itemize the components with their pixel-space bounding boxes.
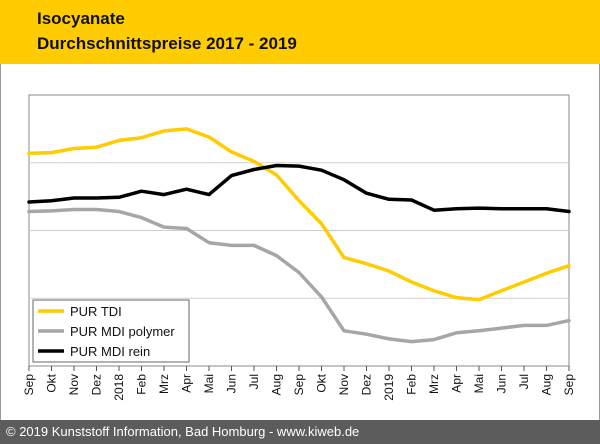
x-tick-label: Dez xyxy=(90,374,104,395)
x-tick-label: Mrz xyxy=(427,374,441,394)
x-tick-label: Mai xyxy=(472,374,486,393)
x-tick-label: Okt xyxy=(45,373,59,392)
series-line-pur-mdi-rein xyxy=(27,163,571,214)
chart-title: Isocyanate xyxy=(37,9,125,28)
x-tick-label: Apr xyxy=(180,374,194,393)
x-tick-label: Mrz xyxy=(157,374,171,394)
x-tick-label: Aug xyxy=(270,374,284,395)
chart-area: Sep Okt Nov Dez 2018 Feb Mrz Apr Mai Jun Jul Aug Sep… xyxy=(0,64,600,418)
copyright-text: © 2019 Kunststoff Information, Bad Hombu… xyxy=(6,424,360,439)
x-tick-label: Jun xyxy=(225,374,239,393)
x-tick-label: Dez xyxy=(360,374,374,395)
legend-label: PUR MDI rein xyxy=(70,344,150,359)
line-chart: Sep Okt Nov Dez 2018 Feb Mrz Apr Mai Jun Jul Aug Sep… xyxy=(22,94,576,401)
x-tick-label: Aug xyxy=(540,374,554,395)
x-tick-label: 2018 xyxy=(112,374,126,401)
x-tick-label: Apr xyxy=(450,374,464,393)
x-tick-label: Sep xyxy=(562,374,576,396)
x-tick-label: Jun xyxy=(495,374,509,393)
chart-subtitle: Durchschnittspreise 2017 - 2019 xyxy=(37,34,297,53)
series-line-pur-mdi-polymer xyxy=(27,207,571,344)
series-line-pur-tdi xyxy=(27,127,571,302)
footer-bar: © 2019 Kunststoff Information, Bad Hombu… xyxy=(0,420,600,444)
x-tick-label: Nov xyxy=(67,374,81,395)
x-tick-label: 2019 xyxy=(382,374,396,401)
x-tick-label: Feb xyxy=(135,374,149,395)
x-tick-label: Jul xyxy=(247,374,261,389)
x-tick-label: Sep xyxy=(22,374,36,396)
legend-label: PUR MDI polymer xyxy=(70,324,175,339)
legend-label: PUR TDI xyxy=(70,304,122,319)
x-tick-label: Feb xyxy=(405,374,419,395)
title-banner: Isocyanate Durchschnittspreise 2017 - 20… xyxy=(0,0,600,64)
x-tick-label: Nov xyxy=(337,374,351,395)
x-tick-label: Jul xyxy=(517,374,531,389)
x-tick-label: Mai xyxy=(202,374,216,393)
x-tick-label: Okt xyxy=(315,373,329,392)
x-tick-label: Sep xyxy=(292,374,306,396)
